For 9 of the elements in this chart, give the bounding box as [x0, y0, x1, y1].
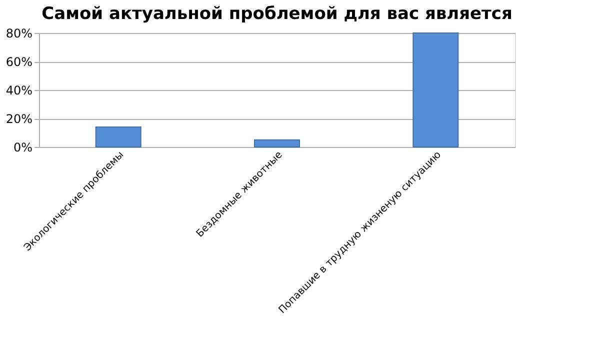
- bar: [412, 32, 459, 148]
- y-tick-label: 20%: [6, 112, 32, 126]
- chart-title: Самой актуальной проблемой для вас является: [42, 4, 512, 24]
- y-tick-label: 80%: [6, 26, 32, 40]
- y-tick-label: 40%: [6, 84, 32, 98]
- y-tick-label: 0%: [13, 140, 32, 154]
- bar: [95, 126, 142, 148]
- y-tick-label: 60%: [6, 55, 32, 69]
- bar: [254, 139, 300, 148]
